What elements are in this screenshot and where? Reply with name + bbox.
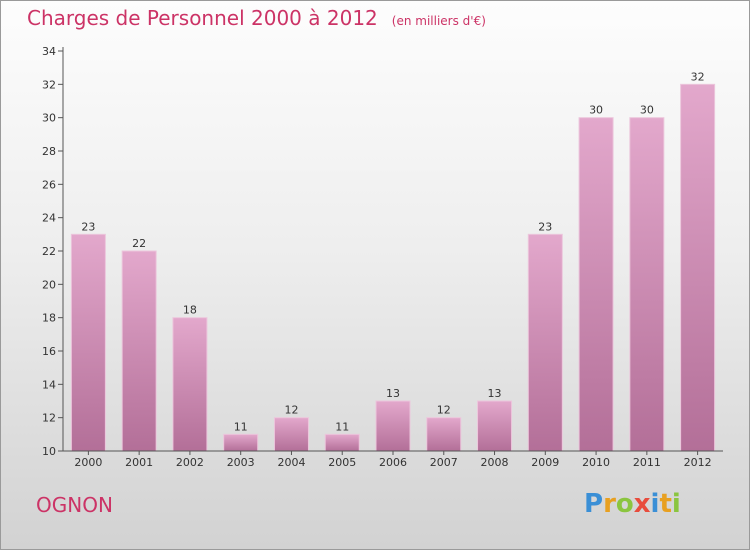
x-tick-label: 2011 [633,456,661,469]
bar-value-label: 11 [335,420,349,433]
bar [680,83,716,452]
y-tick-label: 34 [42,45,56,58]
y-tick-label: 28 [42,145,56,158]
logo-letter: x [633,489,651,519]
y-axis: 10 12 14 16 18 20 22 24 26 28 30 32 34 [42,45,64,458]
x-tick-label: 2002 [176,456,204,469]
y-tick-label: 32 [42,78,56,91]
bar-value-label: 23 [81,220,95,233]
x-axis: 2000 2001 2002 2003 2004 2005 2006 2007 2008 2009… [63,450,723,469]
y-tick-label: 22 [42,245,56,258]
y-tick-label: 12 [42,412,56,425]
bar-value-label: 13 [386,387,400,400]
y-tick-label: 10 [42,445,56,458]
bar-value-label: 18 [183,304,197,317]
bar-value-label: 12 [437,404,451,417]
x-tick-label: 2001 [125,456,153,469]
y-tick-label: 20 [42,278,56,291]
logo-letter: P [584,489,604,519]
bars: 23 22 18 11 12 11 13 12 13 23 30 30 32 [70,70,716,452]
x-tick-label: 2005 [328,456,356,469]
bar-value-label: 13 [488,387,502,400]
bar [527,233,563,452]
y-tick-label: 16 [42,345,56,358]
y-tick-label: 30 [42,112,56,125]
x-tick-label: 2006 [379,456,407,469]
bar [273,417,309,452]
x-tick-label: 2007 [430,456,458,469]
bar [426,417,462,452]
x-tick-label: 2009 [531,456,559,469]
bar [172,317,208,452]
bar [629,117,665,452]
bar [477,400,513,452]
bar-value-label: 11 [234,420,248,433]
logo-letter: i [671,489,681,519]
y-tick-label: 26 [42,178,56,191]
bar-value-label: 30 [589,104,603,117]
bar [324,433,360,452]
commune-name: OGNON [36,493,113,517]
chart-subtitle: (en milliers d'€) [391,14,486,28]
proxiti-logo[interactable]: Proxiti [584,489,681,519]
x-tick-label: 2008 [481,456,509,469]
bar [70,233,106,452]
logo-letter: r [603,489,616,519]
title-row: Charges de Personnel 2000 à 2012 (en mill… [27,6,486,30]
x-tick-label: 2004 [277,456,305,469]
bar [223,433,259,452]
y-tick-label: 14 [42,378,56,391]
bar [578,117,614,452]
bar [121,250,157,452]
logo-letter: i [650,489,660,519]
x-tick-label: 2000 [74,456,102,469]
y-tick-label: 18 [42,312,56,325]
x-tick-label: 2003 [227,456,255,469]
x-tick-label: 2012 [684,456,712,469]
bar-value-label: 22 [132,237,146,250]
logo-letter: o [615,489,634,519]
bar-value-label: 23 [538,220,552,233]
x-tick-label: 2010 [582,456,610,469]
bar-value-label: 32 [691,70,705,83]
y-tick-label: 24 [42,212,56,225]
logo-letter: t [659,489,672,519]
bar [375,400,411,452]
bar-value-label: 12 [284,404,298,417]
chart-title: Charges de Personnel 2000 à 2012 [27,6,378,30]
bar-value-label: 30 [640,104,654,117]
